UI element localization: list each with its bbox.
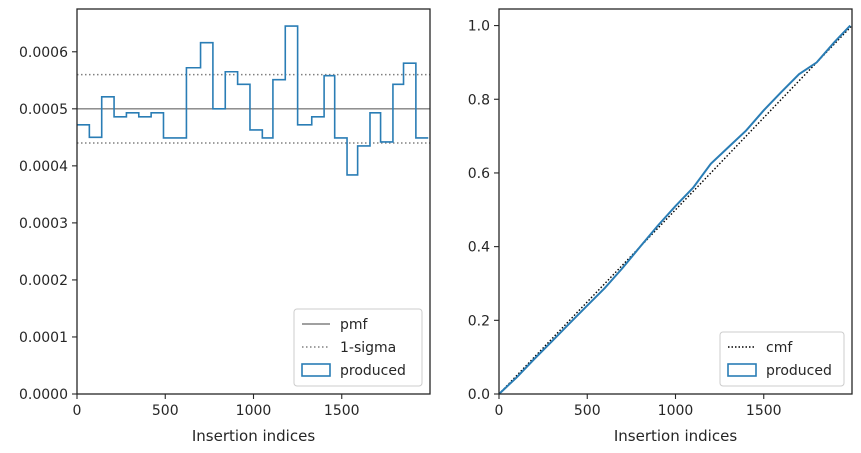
legend-swatch-produced: [301, 363, 331, 377]
y-tick-label: 0.0003: [19, 216, 68, 232]
legend-label-produced: produced: [766, 363, 832, 379]
x-tick-label: 1000: [658, 403, 694, 419]
y-tick-label: 0.8: [468, 92, 490, 108]
x-axis-label: Insertion indices: [614, 427, 737, 445]
y-tick-label: 0.0000: [19, 387, 68, 403]
legend-label-1-sigma: 1-sigma: [340, 340, 396, 356]
legend: pmf 1-sigma produced: [293, 308, 423, 387]
legend-label-produced: produced: [340, 363, 406, 379]
y-tick-label: 1.0: [468, 19, 490, 35]
legend: cmf produced: [719, 331, 845, 387]
y-tick-label: 0.4: [468, 240, 490, 256]
x-tick-label: 1000: [236, 403, 272, 419]
x-axis-label: Insertion indices: [192, 427, 315, 445]
right-chart-cmf: 0 500 1000 1500 0.0 0.2 0.4 0.6 0.8 1.0 Insertion …: [468, 8, 853, 445]
legend-box: [293, 308, 423, 387]
legend-box: [719, 331, 845, 387]
y-tick-label: 0.0006: [19, 45, 68, 61]
produced-cumulative-line: [498, 24, 851, 395]
y-tick-label: 0.0004: [19, 159, 68, 175]
x-tick-label: 500: [574, 403, 601, 419]
cmf-line: [498, 25, 853, 395]
y-tick-label: 0.0002: [19, 273, 68, 289]
legend-label-pmf: pmf: [340, 317, 369, 333]
produced-histogram-step: [77, 25, 429, 176]
x-tick-label: 500: [152, 403, 179, 419]
y-tick-label: 0.6: [468, 166, 490, 182]
x-tick-label: 1500: [746, 403, 782, 419]
y-tick-label: 0.0001: [19, 330, 68, 346]
y-tick-label: 0.0: [468, 387, 490, 403]
y-tick-label: 0.0005: [19, 102, 68, 118]
legend-label-cmf: cmf: [766, 340, 793, 356]
x-tick-label: 0: [495, 403, 504, 419]
left-chart-pmf: 0 500 1000 1500 0.0000 0.0001 0.0002 0.0003 0.00…: [19, 8, 431, 445]
legend-swatch-produced: [727, 363, 757, 377]
x-tick-label: 0: [73, 403, 82, 419]
x-tick-label: 1500: [324, 403, 360, 419]
y-tick-label: 0.2: [468, 313, 490, 329]
